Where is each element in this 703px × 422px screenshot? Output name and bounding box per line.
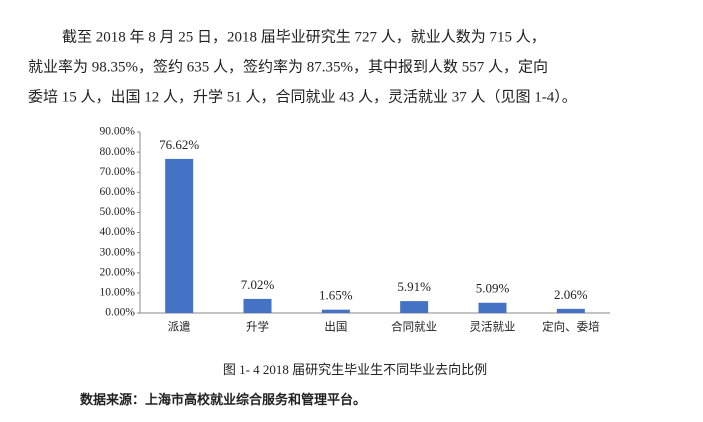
value-label: 5.09% xyxy=(476,281,510,296)
y-tick-label: 80.00% xyxy=(100,146,136,158)
source: 数据来源：上海市高校就业综合服务和管理平台。 xyxy=(80,392,366,407)
x-tick-label: 派遣 xyxy=(168,320,191,334)
paragraph-line: 委培 15 人，出国 12 人，升学 51 人，合同就业 43 人，灵活就业 3… xyxy=(28,88,577,105)
value-label: 1.65% xyxy=(319,288,353,303)
value-label: 76.62% xyxy=(159,137,199,152)
value-label: 2.06% xyxy=(554,287,588,302)
bar xyxy=(400,301,429,313)
y-tick-label: 50.00% xyxy=(100,206,136,218)
x-tick-label: 升学 xyxy=(246,320,269,334)
y-tick-label: 30.00% xyxy=(100,246,136,258)
y-tick-label: 10.00% xyxy=(100,287,136,299)
value-label: 7.02% xyxy=(241,277,275,292)
value-label: 5.91% xyxy=(397,279,431,294)
x-tick-label: 灵活就业 xyxy=(470,320,516,334)
y-tick-label: 90.00% xyxy=(100,126,136,138)
bar xyxy=(243,298,272,313)
caption: 图 1- 4 2018 届研究生毕业生不同毕业去向比例 xyxy=(223,362,487,377)
bar xyxy=(165,158,194,313)
bar xyxy=(321,309,350,313)
paragraph-line: 截至 2018 年 8 月 25 日，2018 届毕业研究生 727 人，就业人… xyxy=(62,28,546,45)
bar xyxy=(556,308,585,313)
y-tick-label: 70.00% xyxy=(100,166,136,178)
paragraph-line: 就业率为 98.35%，签约 635 人，签约率为 87.35%，其中报到人数 … xyxy=(28,58,548,75)
y-tick-label: 60.00% xyxy=(100,186,136,198)
y-tick-label: 20.00% xyxy=(100,266,136,278)
y-tick-label: 0.00% xyxy=(105,307,135,319)
x-tick-label: 合同就业 xyxy=(391,320,437,334)
y-tick-label: 40.00% xyxy=(100,226,136,238)
bar xyxy=(478,302,507,313)
x-tick-label: 出国 xyxy=(324,320,347,334)
x-tick-label: 定向、委培 xyxy=(542,320,600,334)
